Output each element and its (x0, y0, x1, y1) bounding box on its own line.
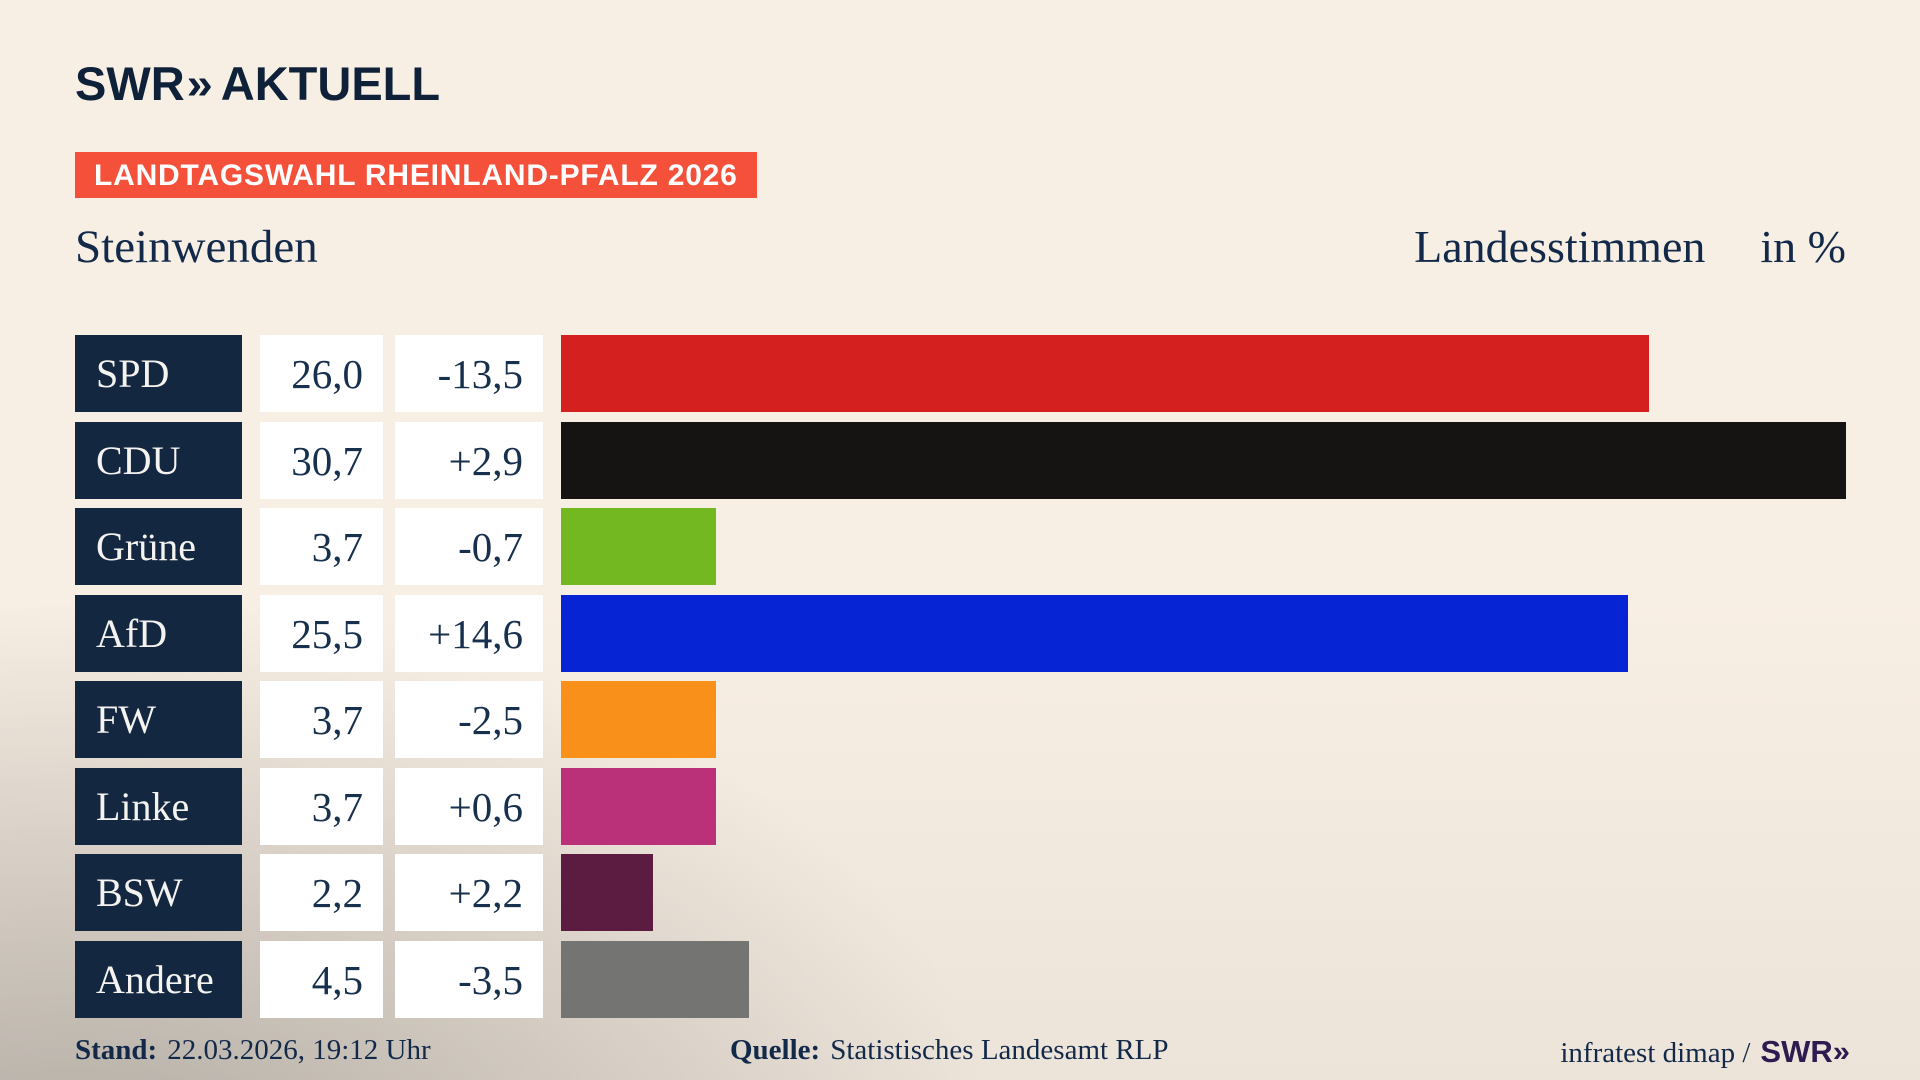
chart-row-afd: AfD 25,5 +14,6 (75, 594, 1846, 672)
party-label: CDU (75, 421, 242, 499)
bar-afd (561, 594, 1629, 672)
chart-row-andere: Andere 4,5 -3,5 (75, 940, 1846, 1018)
bar-track (561, 335, 1846, 412)
diff-cell: -13,5 (395, 335, 543, 412)
party-label: Linke (75, 767, 242, 845)
swr-chevrons-icon: » (186, 59, 213, 108)
title-row: Steinwenden Landesstimmen in % (75, 220, 1846, 274)
value-cell: 30,7 (260, 421, 383, 499)
swr-logo-text: SWR (75, 57, 185, 110)
stand-timestamp: Stand: 22.03.2026, 19:12 Uhr (75, 1034, 431, 1067)
swr-credit-text: SWR (1760, 1034, 1833, 1069)
unit-label: in % (1760, 221, 1846, 272)
party-label: AfD (75, 594, 242, 672)
party-label: SPD (75, 335, 242, 412)
party-label: Grüne (75, 508, 242, 585)
credit-text: infratest dimap / (1560, 1037, 1751, 1069)
bar-cdu (561, 421, 1846, 499)
stand-label: Stand: (75, 1034, 158, 1066)
diff-cell: +2,9 (395, 421, 543, 499)
party-label: FW (75, 681, 242, 758)
diff-cell: +0,6 (395, 767, 543, 845)
chart-row-spd: SPD 26,0 -13,5 (75, 335, 1846, 412)
diff-cell: -3,5 (395, 940, 543, 1018)
chart-row-cdu: CDU 30,7 +2,9 (75, 421, 1846, 499)
bar-fw (561, 681, 716, 758)
source-label: Quelle: (730, 1034, 821, 1066)
bar-track (561, 508, 1846, 585)
bar-spd (561, 335, 1650, 412)
vote-type-title: Landesstimmen in % (1414, 220, 1846, 273)
swr-credit-logo: SWR» (1760, 1034, 1850, 1069)
bar-track (561, 940, 1846, 1018)
value-cell: 3,7 (260, 767, 383, 845)
bar-track (561, 421, 1846, 499)
bar-track (561, 854, 1846, 931)
footer: Stand: 22.03.2026, 19:12 Uhr Quelle: Stati… (75, 1034, 1850, 1076)
value-cell: 25,5 (260, 594, 383, 672)
party-label: BSW (75, 854, 242, 931)
party-label: Andere (75, 940, 242, 1018)
bar-grüne (561, 508, 716, 585)
bar-andere (561, 940, 750, 1018)
value-cell: 4,5 (260, 940, 383, 1018)
chart-row-bsw: BSW 2,2 +2,2 (75, 854, 1846, 931)
value-cell: 3,7 (260, 681, 383, 758)
vote-type-label: Landesstimmen (1414, 221, 1706, 272)
bar-track (561, 767, 1846, 845)
bar-track (561, 594, 1846, 672)
value-cell: 3,7 (260, 508, 383, 585)
bar-linke (561, 767, 716, 845)
credit: infratest dimap / SWR» (1560, 1034, 1850, 1070)
bar-bsw (561, 854, 654, 931)
election-badge: LANDTAGSWAHL RHEINLAND-PFALZ 2026 (75, 152, 757, 198)
aktuell-logo-text: AKTUELL (220, 57, 441, 110)
source-value: Statistisches Landesamt RLP (830, 1034, 1169, 1066)
diff-cell: -0,7 (395, 508, 543, 585)
swr-credit-chevrons-icon: » (1832, 1035, 1850, 1068)
diff-cell: +14,6 (395, 594, 543, 672)
results-bar-chart: SPD 26,0 -13,5 CDU 30,7 +2,9 Grüne 3,7 -0,7 AfD 25… (75, 335, 1846, 1027)
value-cell: 26,0 (260, 335, 383, 412)
diff-cell: -2,5 (395, 681, 543, 758)
chart-row-grüne: Grüne 3,7 -0,7 (75, 508, 1846, 585)
municipality-title: Steinwenden (75, 221, 318, 273)
diff-cell: +2,2 (395, 854, 543, 931)
chart-row-fw: FW 3,7 -2,5 (75, 681, 1846, 758)
source: Quelle: Statistisches Landesamt RLP (730, 1034, 1169, 1067)
swr-aktuell-logo: SWR» AKTUELL (75, 56, 440, 111)
value-cell: 2,2 (260, 854, 383, 931)
chart-row-linke: Linke 3,7 +0,6 (75, 767, 1846, 845)
bar-track (561, 681, 1846, 758)
stand-value: 22.03.2026, 19:12 Uhr (167, 1034, 431, 1066)
